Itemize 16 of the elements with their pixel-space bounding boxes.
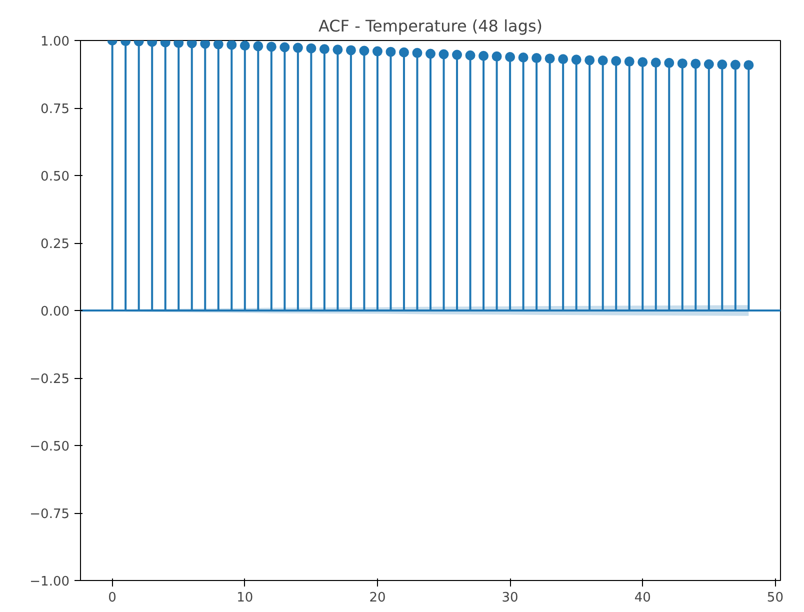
y-tick-label: 0.50 <box>40 170 70 184</box>
y-tick-label: 0.25 <box>40 237 70 252</box>
y-tick-label: 0.75 <box>40 102 70 117</box>
x-tick-label: 10 <box>236 590 254 606</box>
y-tick-label: 0.00 <box>40 304 70 320</box>
x-tick-label: 0 <box>108 590 116 606</box>
x-tick-label: 20 <box>369 590 386 606</box>
y-tick-label: −0.25 <box>30 372 70 387</box>
x-tick-label: 40 <box>634 590 651 606</box>
y-tick-label: −0.50 <box>30 440 70 454</box>
y-tick-label: −0.75 <box>30 507 70 522</box>
x-tick-label: 30 <box>502 590 518 606</box>
y-tick-label: 1.00 <box>40 34 70 50</box>
chart-title: ACF - Temperature (48 lags) <box>318 16 543 36</box>
y-tick-label: −1.00 <box>30 574 70 590</box>
x-tick-label: 50 <box>766 590 784 606</box>
